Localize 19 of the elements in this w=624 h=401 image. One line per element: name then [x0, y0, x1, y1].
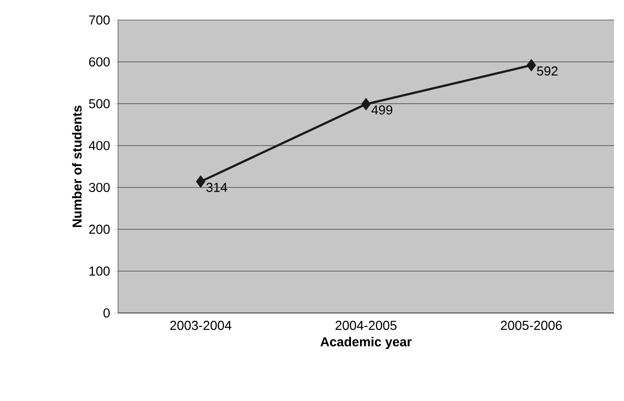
x-axis-title: Academic year — [320, 336, 412, 349]
point — [361, 98, 371, 110]
y-tick-label: 700 — [89, 15, 110, 25]
x-tick-label: 2004-2005 — [336, 320, 397, 330]
data-label: 592 — [537, 66, 558, 76]
y-tick-label: 300 — [89, 182, 110, 192]
x-tick-label: 2003-2004 — [170, 320, 232, 330]
y-tick-label: 600 — [89, 57, 110, 66]
y-tick-label: 500 — [89, 99, 110, 108]
y-tick-label: 0 — [103, 308, 110, 318]
x-tick-label: 2005-2006 — [500, 320, 562, 330]
point — [196, 175, 206, 188]
y-tick-label: 200 — [89, 224, 110, 234]
point — [526, 58, 536, 72]
y-tick-label: 100 — [90, 266, 110, 276]
data-label: 499 — [372, 105, 392, 115]
y-axis-title: Number of students — [72, 106, 82, 228]
data-label: 314 — [206, 182, 228, 192]
y-tick-label: 400 — [88, 140, 110, 150]
